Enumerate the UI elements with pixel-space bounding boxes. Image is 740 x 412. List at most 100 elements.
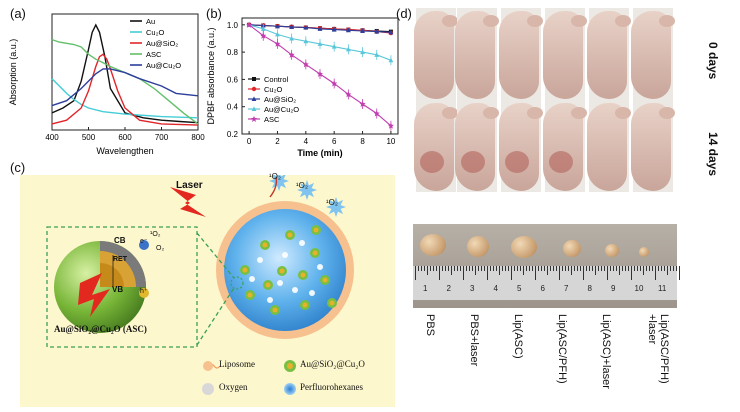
data-point-4-2 (274, 40, 281, 47)
data-point-4-10 (387, 122, 394, 129)
ruler-tick (478, 266, 479, 271)
ruler-tick (451, 266, 452, 275)
x-tick-label-10: 10 (386, 137, 395, 146)
ruler-tick (526, 266, 527, 271)
ruler-tick (541, 266, 542, 271)
ruler-tick (673, 266, 674, 271)
data-point-3-7 (345, 46, 351, 52)
ruler-tick (475, 266, 476, 275)
mouse-day0-4 (587, 11, 631, 99)
mouse-day0-0 (414, 11, 458, 99)
x-tick-label-600: 600 (118, 133, 132, 142)
legend-label-3: Au@Cu₂O (264, 105, 299, 114)
ruler-tick (502, 266, 503, 271)
ruler-tick (460, 266, 461, 271)
ruler-tick (418, 266, 419, 271)
ruler-tick (466, 266, 467, 271)
ruler-tick (535, 266, 536, 280)
panel-label-c: (c) (10, 160, 26, 175)
ruler-tick (472, 266, 473, 271)
ruler-tick (511, 266, 512, 280)
ruler-number-5: 5 (517, 284, 522, 293)
data-point-4-3 (288, 51, 295, 58)
ruler-tick (667, 266, 668, 275)
mouse-ear (527, 107, 543, 119)
schematic-legend-icons (202, 360, 296, 395)
legend-label-3: ASC (146, 50, 162, 59)
ruler-tick (583, 266, 584, 280)
mouse-day0-2 (499, 11, 543, 99)
mouse-day14-5 (631, 103, 675, 191)
panel-label-d: (d) (396, 6, 412, 21)
tumor-photo: 1 2 3 4 5 6 7 8 9 10 11 (413, 224, 680, 308)
ruler-tick (604, 266, 605, 271)
tumor-lip-asc-pfh-laser (639, 247, 649, 257)
ruler-tick (415, 266, 416, 280)
legend-label-4: ASC (264, 115, 280, 124)
ruler-tick (544, 266, 545, 271)
oxygen-bubble-3 (317, 264, 323, 270)
ruler-tick (517, 266, 518, 271)
mouse-day0-3 (543, 11, 587, 99)
x-tick-label-2: 2 (275, 137, 280, 146)
laser-bolt-icon (170, 187, 206, 217)
y-tick-label-0.6: 0.6 (227, 75, 239, 84)
ruler-tick (496, 266, 497, 271)
series-line-4 (51, 68, 199, 107)
legend-oxygen: Oxygen (219, 382, 248, 392)
ruler-tick (568, 266, 569, 271)
ruler-tick (529, 266, 530, 271)
ruler-tick (457, 266, 458, 271)
ruler-tick (676, 266, 677, 271)
group-label-1: PBS+laser (468, 314, 480, 367)
group-label-4: Lip(ASC)+laser (600, 314, 612, 389)
electron-icon (139, 240, 149, 250)
legend-marker-4 (251, 116, 257, 122)
ruler-tick (538, 266, 539, 271)
data-point-2-7 (345, 27, 351, 33)
x-tick-label-400: 400 (45, 133, 59, 142)
ruler-tick (550, 266, 551, 271)
x-tick-label-6: 6 (332, 137, 337, 146)
data-point-2-2 (275, 23, 280, 29)
hole-label: h⁺ (140, 288, 148, 295)
oxygen-bubble-5 (267, 297, 273, 303)
ruler-number-7: 7 (564, 284, 569, 293)
singlet-oxygen-star-0 (269, 175, 289, 191)
tumor-bump (420, 151, 444, 173)
ruler-tick (436, 266, 437, 271)
vb-label: VB (112, 285, 124, 294)
legend-marker-2 (251, 96, 257, 101)
group-label-5: Lip(ASC/PFH) +laser (646, 314, 670, 384)
ruler-tick (586, 266, 587, 271)
data-point-2-5 (317, 26, 323, 31)
ruler-tick (556, 266, 557, 271)
ruler-tick (505, 266, 506, 271)
legend-pfh: Perfluorohexanes (300, 382, 363, 392)
data-point-3-9 (374, 52, 380, 57)
ruler-tick (484, 266, 485, 271)
tumor-bump (505, 151, 529, 173)
y-tick-label-0.8: 0.8 (227, 48, 239, 57)
x-tick-label-700: 700 (155, 133, 169, 142)
laser-beam-icon (78, 273, 110, 317)
mouse-ear (571, 107, 587, 119)
group-label-0: PBS (424, 314, 436, 337)
data-point-2-9 (374, 29, 380, 34)
x-axis-title: Wavelengthen (96, 146, 153, 156)
mouse-ear (659, 107, 675, 119)
ruler-tick (532, 266, 533, 271)
x-tick-label-8: 8 (360, 137, 365, 146)
ruler-tick (421, 266, 422, 271)
ruler-tick (547, 266, 548, 275)
ruler-tick (574, 266, 575, 271)
x-tick-label-0: 0 (247, 137, 252, 146)
ruler-tick (592, 266, 593, 271)
row-label-0-days: 0 days (706, 42, 720, 80)
ruler: 1 2 3 4 5 6 7 8 9 10 11 (413, 266, 680, 300)
mouse-day14-0 (414, 103, 458, 191)
legend-marker-1 (251, 86, 257, 92)
data-point-3-3 (289, 35, 295, 41)
mouse-ear (442, 15, 458, 27)
o2-singlet-inner-label: ¹O₂ (150, 231, 161, 238)
